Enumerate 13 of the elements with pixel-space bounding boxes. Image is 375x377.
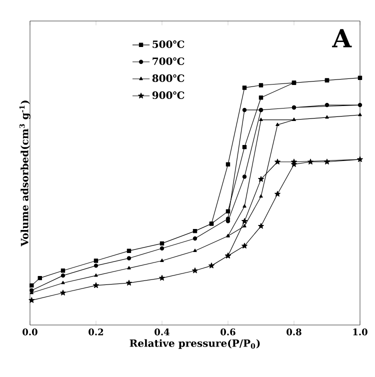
y-axis-title: Volume adsorbed(cm$^{3}$ g$^{-1}$) [19,100,30,246]
x-tick-label: 0.6 [220,328,236,336]
legend-label: 800℃ [152,74,184,82]
x-tick-label: 0.8 [286,328,302,336]
x-tick-label: 0.2 [88,328,104,336]
x-tick-label: 1.0 [353,328,368,336]
x-tick-label: 0.4 [154,328,170,336]
legend-label: 700℃ [152,57,184,66]
text: A [332,29,352,48]
x-tick-label: 0.0 [22,328,38,336]
legend-label: 500℃ [152,40,184,48]
x-axis-title: Relative pressure(P/P$_{0}$) [130,339,260,349]
legend-label: 900℃ [152,91,184,99]
